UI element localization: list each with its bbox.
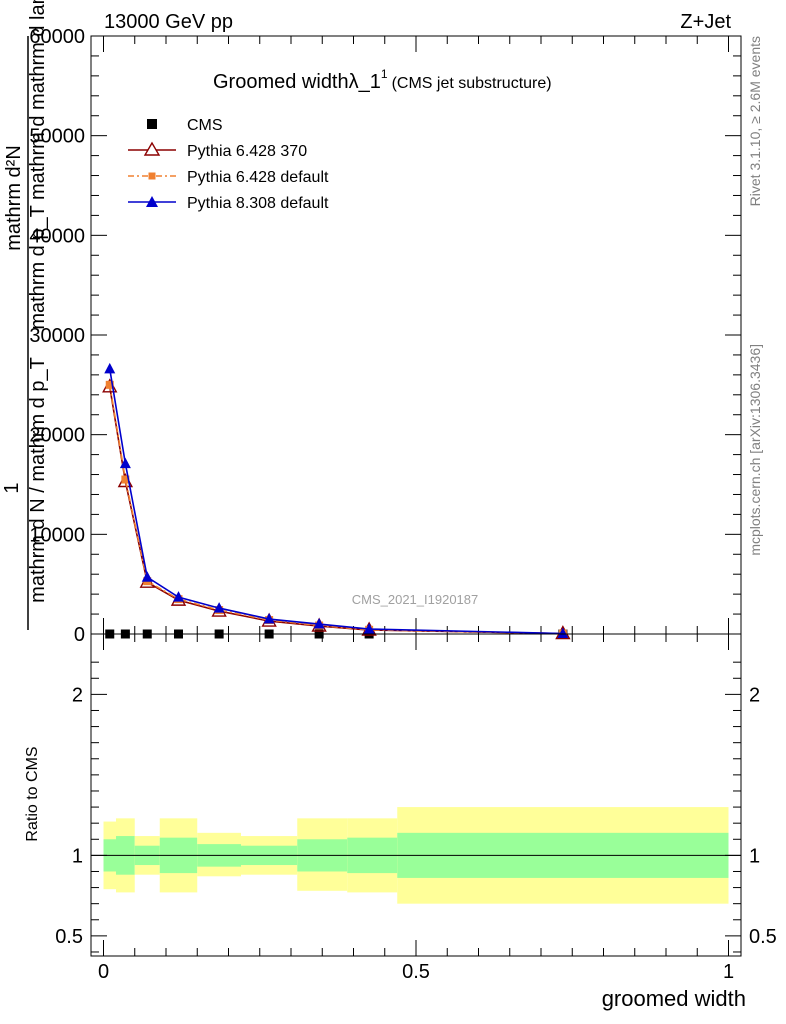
ratio-uncertainty-bands: [91, 807, 741, 904]
main-y-tick-label: 60000: [29, 26, 85, 48]
mcplots-label: mcplots.cern.ch [arXiv:1306.3436]: [747, 344, 763, 556]
legend-marker-open-triangle: [143, 141, 161, 156]
pythia6-default-point: [121, 475, 130, 484]
ratio-plot-frame: [90, 633, 742, 957]
legend-label: Pythia 8.308 default: [187, 195, 329, 212]
header-process-label: Z+Jet: [680, 11, 731, 33]
ratio-axis-ticks: [91, 634, 741, 956]
main-y-tick-label: 0: [74, 624, 85, 646]
ratio-y-tick-label-right: 1: [749, 845, 760, 867]
ratio-x-tick-label: 0: [98, 961, 109, 983]
legend-label: Pythia 6.428 370: [187, 143, 307, 160]
pythia8-default-point: [313, 618, 325, 629]
legend-label: Pythia 6.428 default: [187, 169, 329, 186]
analysis-watermark: CMS_2021_I1920187: [352, 592, 479, 607]
pythia8-default-point: [557, 627, 569, 639]
legend-marker-filled-triangle: [146, 196, 158, 207]
main-y-tick-label: 10000: [29, 524, 85, 546]
legend-marker-cms: [147, 119, 157, 129]
x-axis-label: groomed width: [602, 986, 746, 1011]
ratio-y-tick-label-right: 2: [749, 684, 760, 706]
main-y-tick-labels: 0 10000 20000 30000 40000 50000 60000: [29, 26, 85, 646]
pythia8-default-point: [173, 591, 184, 602]
main-series-group: [102, 362, 571, 640]
plot-title: Groomed widthλ_11 (CMS jet substructure): [213, 67, 552, 93]
plot-title-main: Groomed widthλ_1: [213, 71, 381, 93]
ratio-y-tick-label-right: 0.5: [749, 926, 777, 948]
y-label-numerator: mathrm d²N: [3, 145, 25, 251]
plot-title-subtitle: (CMS jet substructure): [392, 75, 552, 92]
main-plot-panel: 0 10000 20000 30000 40000 50000 60000 Groomed …: [1, 0, 742, 646]
pythia8-default-point: [213, 602, 225, 613]
legend-label: CMS: [187, 117, 223, 134]
ratio-y-tick-label: 0.5: [55, 926, 83, 948]
plot-title-sup: 1: [381, 67, 388, 81]
legend-marker-small-square: [148, 172, 156, 180]
ratio-y-tick-label: 1: [72, 845, 83, 867]
ratio-y-axis-label: Ratio to CMS: [24, 746, 41, 841]
ratio-y-tick-label: 2: [72, 684, 83, 706]
main-y-tick-label: 30000: [29, 325, 85, 347]
y-label-prefactor: 1: [1, 482, 23, 493]
ratio-x-tick-label: 1: [723, 961, 734, 983]
legend: CMS Pythia 6.428 370 Pythia 6.428 default P…: [128, 117, 329, 212]
ratio-x-tick-labels: 0 0.5 1: [98, 961, 734, 983]
main-y-tick-label: 50000: [29, 126, 85, 148]
header-energy-label: 13000 GeV pp: [104, 11, 233, 33]
main-y-axis-label: mathrm d²N mathrm d p_T mathrm d mathrm …: [1, 0, 49, 630]
ratio-plot-panel: 0.5 0.51 12 2 0 0.5 1 Ratio to CMS groomed wi…: [24, 633, 777, 1011]
pythia8-default-point: [119, 457, 131, 469]
pythia8-default-point: [363, 623, 375, 634]
y-label-denominator: mathrm d p_T mathrm d mathrm d lambda: [27, 0, 49, 330]
series-line-2: [108, 384, 563, 635]
main-y-tick-label: 40000: [29, 225, 85, 247]
y-label-normalisation: mathrm d N / mathrm d p_T: [27, 357, 49, 603]
rivet-version-label: Rivet 3.1.10, ≥ 2.6M events: [747, 36, 763, 206]
ratio-y-tick-labels: 0.5 0.5 1 1 2 2: [55, 684, 777, 948]
pythia8-default-point: [104, 362, 116, 374]
ratio-x-tick-label: 0.5: [402, 961, 430, 983]
pythia8-default-point: [141, 571, 153, 582]
pythia8-default-point: [263, 613, 275, 624]
main-y-tick-label: 20000: [29, 425, 85, 447]
pythia6-default-point: [105, 380, 114, 389]
